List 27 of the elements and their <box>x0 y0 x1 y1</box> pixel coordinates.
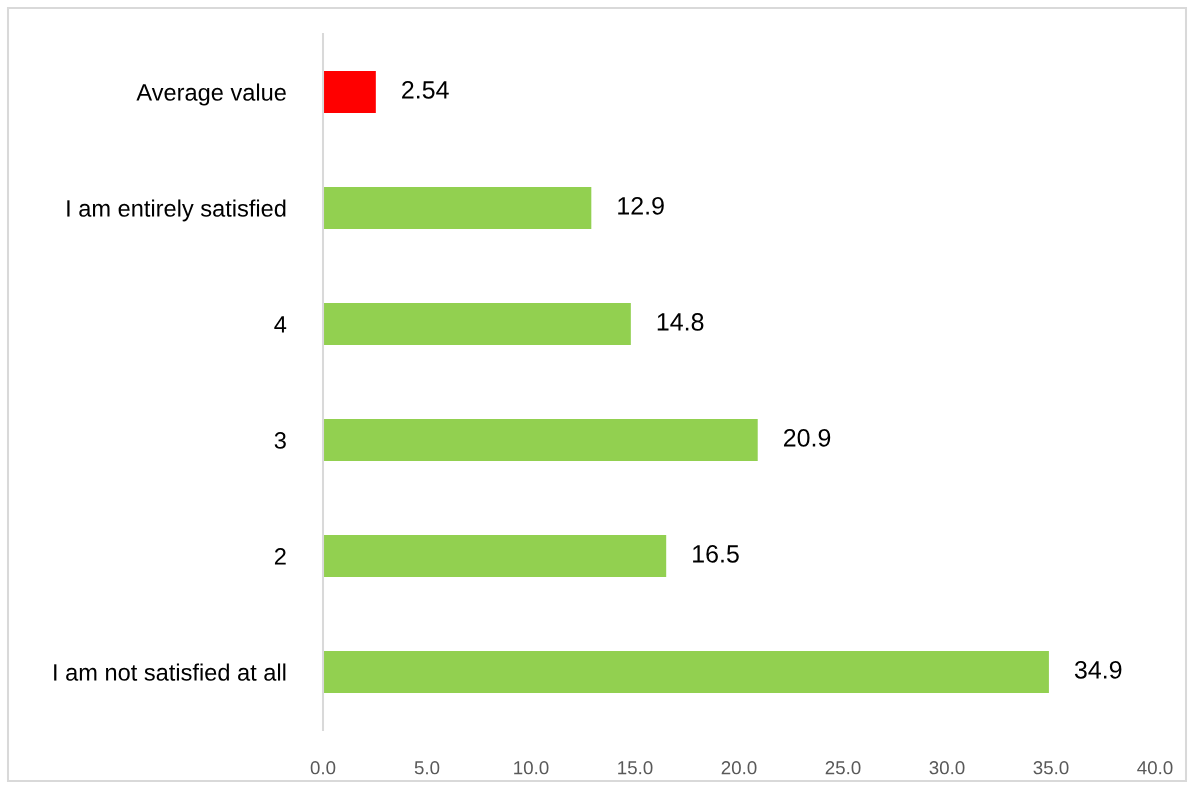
x-tick-label: 35.0 <box>1033 761 1069 775</box>
bar <box>323 187 592 229</box>
x-tick-label: 40.0 <box>1137 761 1173 775</box>
bar <box>323 651 1049 693</box>
data-label: 20.9 <box>783 429 831 447</box>
data-label: 12.9 <box>618 197 664 215</box>
data-label: 16.5 <box>693 545 739 563</box>
x-tick-label: 30.0 <box>929 761 965 775</box>
data-label: 2.54 <box>402 81 449 99</box>
y-tick-label: 2 <box>274 548 286 565</box>
y-tick-label: 4 <box>274 316 287 333</box>
y-tick-label: I am not satisfied at all <box>54 663 286 681</box>
data-label: 34.9 <box>1074 661 1122 679</box>
bar <box>323 419 758 461</box>
y-tick-label: I am entirely satisfied <box>67 199 286 222</box>
x-tick-label: 10.0 <box>514 761 549 775</box>
data-label: 14.8 <box>657 313 704 331</box>
y-tick-label: Average value <box>136 83 286 106</box>
x-tick-label: 0.0 <box>310 761 336 775</box>
x-tick-label: 20.0 <box>721 761 757 775</box>
x-tick-label: 5.0 <box>414 761 440 775</box>
x-tick-label: 15.0 <box>618 761 653 775</box>
bar <box>323 303 631 345</box>
bar <box>323 535 667 577</box>
x-tick-label: 25.0 <box>825 761 861 775</box>
bar <box>323 71 376 113</box>
y-tick-label: 3 <box>274 432 286 449</box>
